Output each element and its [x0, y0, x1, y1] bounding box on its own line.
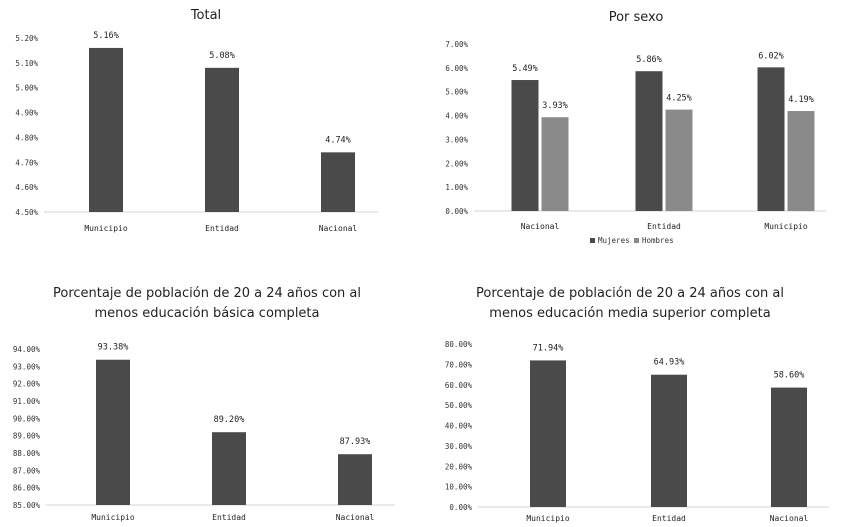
data-label: 87.93%: [340, 437, 371, 447]
legend-swatch: [590, 238, 595, 243]
bar: [205, 67, 239, 212]
category-label: Municipio: [84, 224, 128, 233]
y-tick-label: 4.50%: [15, 208, 38, 217]
y-tick-label: 5.10%: [15, 59, 38, 68]
bar: [96, 359, 130, 505]
y-tick-label: 50.00%: [445, 401, 473, 410]
legend-swatch: [634, 238, 639, 243]
data-label: 58.60%: [774, 371, 805, 381]
y-tick-label: 7.00%: [445, 40, 468, 49]
bar-hombres: [787, 111, 815, 211]
y-tick-label: 20.00%: [445, 462, 473, 471]
chart-title-line: menos educación básica completa: [95, 306, 320, 321]
y-tick-label: 4.60%: [15, 183, 38, 192]
category-label: Nacional: [521, 222, 560, 231]
data-label: 64.93%: [654, 358, 685, 368]
data-label: 93.38%: [98, 343, 129, 353]
bar: [651, 374, 687, 507]
category-label: Municipio: [526, 514, 570, 523]
category-label: Entidad: [652, 514, 686, 523]
y-tick-label: 70.00%: [445, 360, 473, 369]
data-label: 4.74%: [325, 135, 351, 145]
data-label: 6.02%: [758, 51, 784, 61]
bar: [212, 432, 246, 505]
bar: [771, 387, 807, 507]
y-tick-label: 2.00%: [445, 159, 468, 168]
data-label: 5.86%: [636, 55, 662, 65]
chart-title-line: Porcentaje de población de 20 a 24 años …: [53, 286, 361, 301]
bar: [89, 47, 123, 212]
y-tick-label: 0.00%: [449, 503, 472, 512]
bar-hombres: [665, 109, 693, 211]
y-tick-label: 4.70%: [15, 158, 38, 167]
y-tick-label: 80.00%: [445, 340, 473, 349]
bar: [321, 152, 355, 212]
y-tick-label: 4.90%: [15, 109, 38, 118]
category-label: Entidad: [647, 222, 681, 231]
category-label: Nacional: [336, 513, 375, 522]
bar: [530, 360, 566, 507]
y-tick-label: 91.00%: [13, 397, 41, 406]
y-tick-label: 5.00%: [445, 88, 468, 97]
data-label: 89.20%: [214, 415, 245, 425]
y-tick-label: 30.00%: [445, 442, 473, 451]
y-tick-label: 60.00%: [445, 381, 473, 390]
data-label: 4.25%: [666, 94, 692, 104]
data-label: 3.93%: [542, 101, 568, 111]
category-label: Entidad: [205, 224, 239, 233]
data-label: 5.16%: [93, 31, 119, 41]
y-tick-label: 89.00%: [13, 432, 41, 441]
chart-title: Por sexo: [609, 10, 664, 25]
y-tick-label: 93.00%: [13, 362, 41, 371]
y-tick-label: 94.00%: [13, 345, 41, 354]
bar-mujeres: [511, 80, 539, 211]
y-tick-label: 5.20%: [15, 34, 38, 43]
y-tick-label: 88.00%: [13, 449, 41, 458]
bar-hombres: [541, 117, 569, 211]
y-tick-label: 85.00%: [13, 501, 41, 510]
y-tick-label: 3.00%: [445, 135, 468, 144]
y-tick-label: 92.00%: [13, 380, 41, 389]
y-tick-label: 4.00%: [445, 112, 468, 121]
data-label: 71.94%: [533, 343, 564, 353]
y-tick-label: 0.00%: [445, 207, 468, 216]
legend-label: Hombres: [642, 236, 674, 245]
y-tick-label: 86.00%: [13, 484, 41, 493]
chart-title-line: Porcentaje de población de 20 a 24 años …: [476, 286, 784, 301]
y-tick-label: 6.00%: [445, 64, 468, 73]
data-label: 5.08%: [209, 51, 235, 61]
y-tick-label: 10.00%: [445, 483, 473, 492]
y-tick-label: 87.00%: [13, 466, 41, 475]
category-label: Nacional: [770, 514, 809, 523]
y-tick-label: 40.00%: [445, 422, 473, 431]
y-tick-label: 5.00%: [15, 84, 38, 93]
bar-mujeres: [757, 67, 785, 211]
bar-mujeres: [635, 71, 663, 211]
data-label: 5.49%: [512, 64, 538, 74]
chart-title-line: menos educación media superior completa: [489, 306, 770, 321]
y-tick-label: 1.00%: [445, 183, 468, 192]
y-tick-label: 4.80%: [15, 133, 38, 142]
category-label: Entidad: [212, 513, 246, 522]
bar: [338, 454, 372, 505]
legend-label: Mujeres: [598, 236, 630, 245]
category-label: Municipio: [91, 513, 135, 522]
category-label: Municipio: [764, 222, 808, 231]
data-label: 4.19%: [788, 95, 814, 105]
chart-title: Total: [190, 8, 221, 23]
y-tick-label: 90.00%: [13, 414, 41, 423]
category-label: Nacional: [319, 224, 358, 233]
